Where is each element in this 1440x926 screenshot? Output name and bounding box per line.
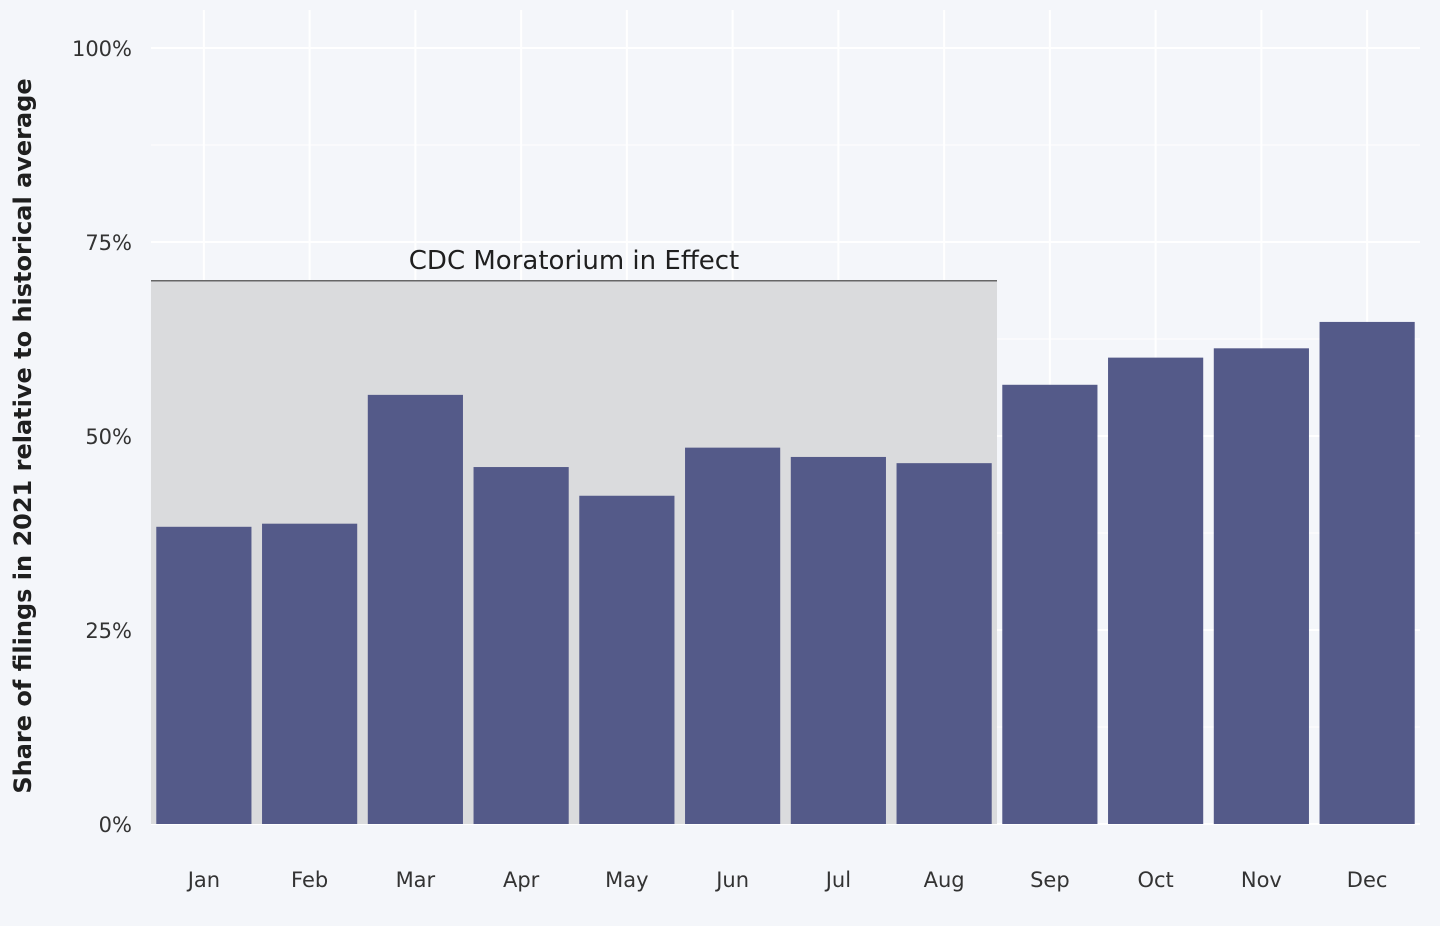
x-tick-label: Apr: [503, 868, 540, 892]
y-tick-label: 25%: [85, 619, 132, 643]
y-tick-label: 0%: [99, 813, 132, 837]
x-tick-label: Oct: [1137, 868, 1173, 892]
bar-nov: [1213, 348, 1309, 824]
bar-aug: [896, 463, 992, 824]
x-tick-label: Nov: [1241, 868, 1282, 892]
y-tick-labels: 0% 25% 50% 75% 100%: [72, 37, 132, 837]
x-tick-label: Feb: [291, 868, 328, 892]
bar-jan: [156, 526, 252, 824]
bar-jun: [685, 447, 781, 824]
y-tick-label: 100%: [72, 37, 132, 61]
x-tick-label: Dec: [1347, 868, 1388, 892]
x-tick-label: Sep: [1030, 868, 1070, 892]
y-tick-label: 50%: [85, 425, 132, 449]
bar-may: [579, 495, 675, 824]
x-tick-labels: Jan Feb Mar Apr May Jun Jul Aug Sep Oct Nov Dec: [186, 868, 1388, 892]
bar-mar: [367, 394, 463, 824]
x-tick-label: Jun: [714, 868, 749, 892]
bar-sep: [1002, 384, 1098, 824]
x-tick-label: Jan: [186, 868, 220, 892]
bars: [156, 321, 1415, 824]
bar-dec: [1319, 321, 1415, 824]
y-axis-label: Share of filings in 2021 relative to his…: [9, 78, 37, 793]
bar-jul: [790, 456, 886, 824]
moratorium-label: CDC Moratorium in Effect: [409, 246, 739, 276]
x-tick-label: Aug: [924, 868, 965, 892]
x-tick-label: Mar: [396, 868, 436, 892]
bar-oct: [1108, 357, 1204, 824]
x-tick-label: May: [605, 868, 648, 892]
y-tick-label: 75%: [85, 231, 132, 255]
bar-feb: [262, 523, 358, 824]
bar-apr: [473, 467, 569, 824]
x-tick-label: Jul: [824, 868, 851, 892]
